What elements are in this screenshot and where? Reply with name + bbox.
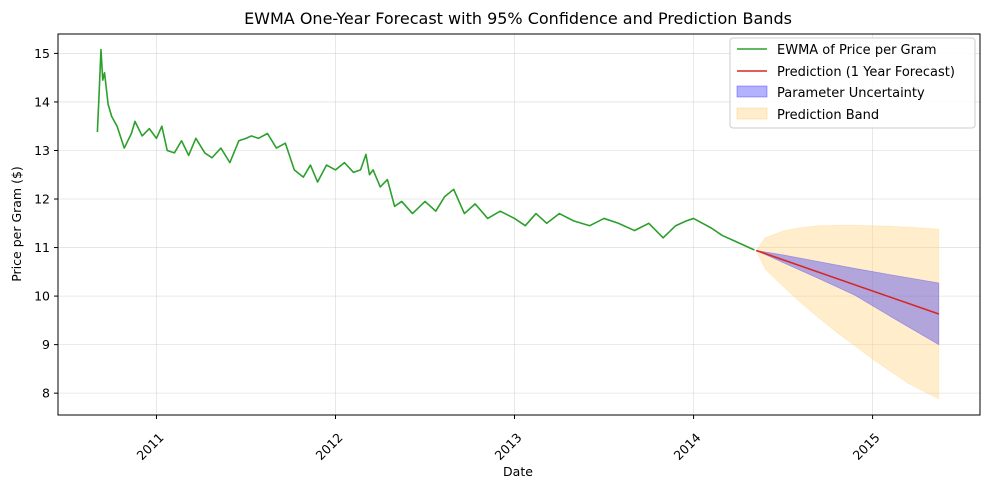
y-tick-label: 8 <box>42 386 50 401</box>
legend-label-parameter-uncertainty: Parameter Uncertainty <box>777 86 925 101</box>
lines-layer <box>96 48 940 315</box>
prediction-line <box>755 249 940 315</box>
y-tick-label: 13 <box>34 143 50 158</box>
legend-label-prediction-band: Prediction Band <box>777 108 879 123</box>
chart-title: EWMA One-Year Forecast with 95% Confiden… <box>244 9 792 28</box>
y-tick-label: 10 <box>34 289 50 304</box>
plot-frame <box>57 33 981 416</box>
y-tick-label: 11 <box>34 240 50 255</box>
ewma-price-line <box>96 48 755 251</box>
legend-swatch-prediction-band <box>736 107 768 120</box>
legend: EWMA of Price per Gram Prediction (1 Yea… <box>729 37 976 129</box>
legend-swatch-parameter-uncertainty <box>736 85 768 98</box>
legend-box <box>729 37 976 129</box>
legend-label-ewma: EWMA of Price per Gram <box>777 43 937 58</box>
y-tick-label: 15 <box>34 46 50 61</box>
y-tick-label: 9 <box>42 337 50 352</box>
grid-lines <box>58 34 980 415</box>
y-axis-label: Price per Gram ($) <box>9 166 24 282</box>
y-axis-ticks: 8 9 10 11 12 13 14 15 <box>34 46 58 401</box>
y-tick-label: 12 <box>34 192 50 207</box>
legend-label-prediction: Prediction (1 Year Forecast) <box>777 65 955 80</box>
x-axis-label: Date <box>503 464 533 479</box>
y-tick-label: 14 <box>34 94 50 109</box>
